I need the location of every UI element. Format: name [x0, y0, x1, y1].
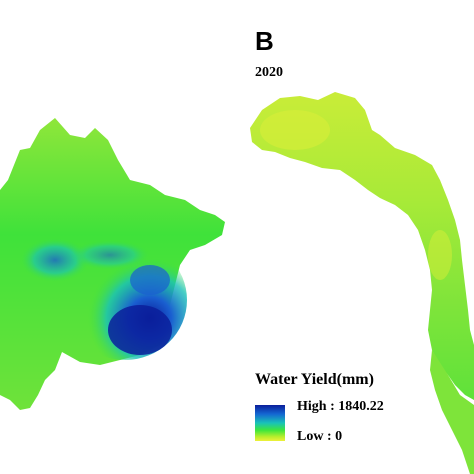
legend-color-ramp [255, 405, 285, 441]
blue-core-2 [130, 265, 170, 295]
blue-zone-mid [20, 238, 90, 282]
legend-title: Water Yield(mm) [255, 371, 374, 388]
yellow-patch [260, 110, 330, 150]
panel-letter: B [255, 26, 274, 56]
legend-high-label: High : 1840.22 [297, 399, 384, 414]
right-region [250, 92, 474, 474]
legend-low-label: Low : 0 [297, 429, 343, 444]
year-label: 2020 [255, 65, 283, 80]
blue-zone-upper [70, 240, 150, 270]
left-region [0, 118, 225, 410]
yellow-patch-2 [428, 230, 452, 280]
right-region-lower-tail [430, 350, 474, 474]
right-region-shape [250, 92, 474, 400]
blue-core [108, 305, 172, 355]
